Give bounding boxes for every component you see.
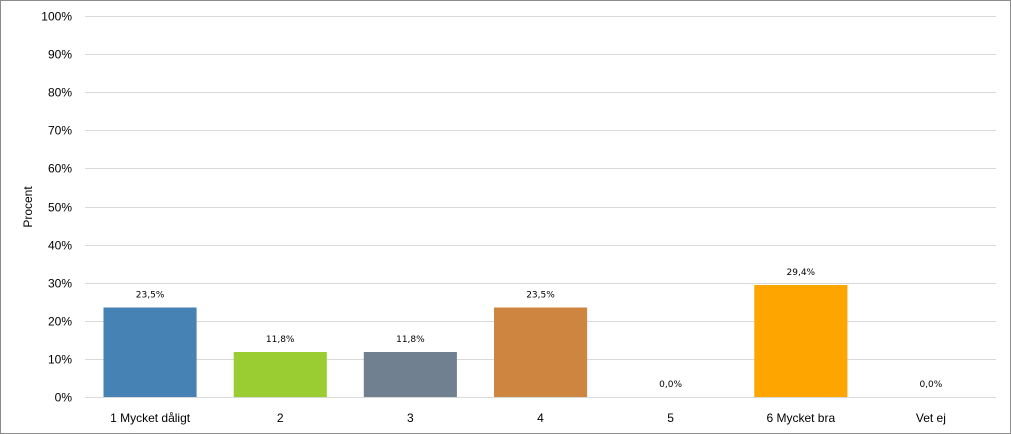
bar [233,352,327,397]
bar [494,307,588,397]
y-tick-label: 70% [48,124,72,138]
data-label: 0,0% [919,380,942,390]
data-label: 0,0% [659,380,682,390]
bar [754,285,848,397]
data-label: 11,8% [266,335,295,345]
data-label: 11,8% [396,335,425,345]
x-tick-label: 4 [537,411,544,425]
y-tick-label: 60% [48,162,72,176]
data-label: 23,5% [136,291,165,301]
data-label: 29,4% [787,268,816,278]
y-tick-label: 20% [48,315,72,329]
x-axis-ticks: 1 Mycket dåligt 2 3 4 5 6 Mycket bra Vet ej [110,411,946,425]
x-tick-label: Vet ej [916,411,946,425]
x-tick-label: 5 [667,411,674,425]
y-tick-label: 50% [48,201,72,215]
y-axis-title: Procent [21,186,35,228]
bar [363,352,457,397]
y-tick-label: 90% [48,48,72,62]
y-tick-label: 30% [48,277,72,291]
y-tick-label: 40% [48,239,72,253]
y-tick-label: 0% [55,391,73,405]
y-tick-label: 100% [41,10,72,24]
x-tick-label: 6 Mycket bra [766,411,835,425]
bars [103,285,848,397]
y-tick-label: 10% [48,353,72,367]
y-tick-label: 80% [48,86,72,100]
x-tick-label: 3 [407,411,414,425]
x-tick-label: 1 Mycket dåligt [110,411,191,425]
bar [103,307,197,397]
x-tick-label: 2 [277,411,284,425]
y-axis-ticks: 0% 10% 20% 30% 40% 50% 60% 70% 80% 90% 100% [41,10,72,405]
data-labels: 23,5% 11,8% 11,8% 23,5% 0,0% 29,4% 0,0% [136,268,943,390]
data-label: 23,5% [526,291,555,301]
